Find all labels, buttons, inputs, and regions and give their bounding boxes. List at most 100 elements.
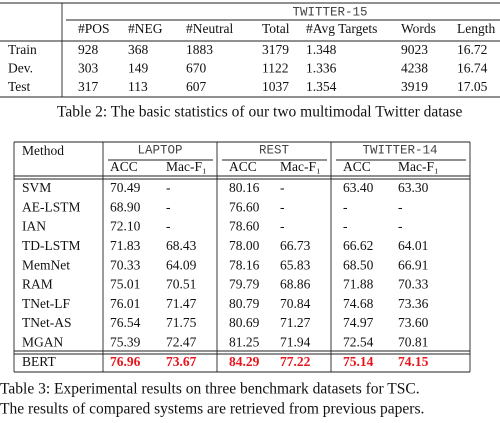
cell: 9023 <box>401 42 428 57</box>
cell: MemNet <box>22 257 70 272</box>
cell: 71.83 <box>110 238 141 253</box>
cell: 68.90 <box>110 199 141 214</box>
cell: 68.86 <box>280 277 311 292</box>
cell: 71.88 <box>343 277 374 292</box>
cell: 149 <box>128 61 149 76</box>
column-header: Mac-F₁ <box>398 159 439 174</box>
cell: 71.94 <box>280 334 311 349</box>
cell: - <box>398 199 403 214</box>
cell: - <box>398 219 403 234</box>
cell: Train <box>8 42 37 57</box>
cell: 1.348 <box>306 42 337 57</box>
cell: 76.96 <box>110 354 141 369</box>
column-header: #NEG <box>128 21 163 36</box>
cell: 81.25 <box>229 334 260 349</box>
cell: - <box>343 219 348 234</box>
cell: 76.01 <box>110 296 140 311</box>
cell: 1122 <box>262 61 289 76</box>
column-header: Method <box>22 143 64 158</box>
cell: 1037 <box>262 79 289 94</box>
cell: 78.16 <box>229 257 260 272</box>
cell: - <box>166 199 171 214</box>
cell: 75.39 <box>110 334 141 349</box>
column-header: ACC <box>229 159 257 174</box>
cell: 75.14 <box>343 354 374 369</box>
cell: Dev. <box>8 61 33 76</box>
cell: 70.84 <box>280 296 311 311</box>
cell: 80.16 <box>229 180 260 195</box>
caption: Table 3: Experimental results on three b… <box>0 381 420 398</box>
cell: 76.60 <box>229 199 260 214</box>
column-header: #POS <box>78 21 110 36</box>
cell: 3179 <box>262 42 289 57</box>
cell: 72.10 <box>110 219 141 234</box>
cell: BERT <box>22 354 56 369</box>
cell: RAM <box>22 277 53 292</box>
cell: 70.33 <box>110 257 141 272</box>
cell: MGAN <box>22 334 64 349</box>
group-header: LAPTOP <box>137 143 182 157</box>
cell: 113 <box>128 79 148 94</box>
cell: TNet-AS <box>22 315 72 330</box>
cell: 70.49 <box>110 180 141 195</box>
cell: 68.43 <box>166 238 197 253</box>
cell: 303 <box>78 61 99 76</box>
column-header: ACC <box>343 159 371 174</box>
cell: 84.29 <box>229 354 260 369</box>
column-header: Mac-F₁ <box>166 159 207 174</box>
cell: 64.01 <box>398 238 428 253</box>
cell: 79.79 <box>229 277 260 292</box>
column-header: Words <box>401 21 436 36</box>
caption: The results of compared systems are retr… <box>0 401 424 418</box>
cell: 80.79 <box>229 296 260 311</box>
cell: 66.62 <box>343 238 373 253</box>
cell: - <box>166 219 171 234</box>
cell: 74.15 <box>398 354 429 369</box>
cell: 72.54 <box>343 334 374 349</box>
cell: 68.50 <box>343 257 374 272</box>
column-header: Total <box>262 21 290 36</box>
cell: 77.22 <box>280 354 311 369</box>
cell: 78.60 <box>229 219 260 234</box>
column-header: ACC <box>110 159 138 174</box>
column-header: Mac-F₁ <box>280 159 321 174</box>
group-header: REST <box>259 143 290 157</box>
cell: 80.69 <box>229 315 260 330</box>
cell: - <box>343 199 348 214</box>
cell: - <box>280 219 285 234</box>
cell: 76.54 <box>110 315 141 330</box>
cell: 63.30 <box>398 180 429 195</box>
cell: IAN <box>22 219 46 234</box>
cell: 1.336 <box>306 61 337 76</box>
cell: 3919 <box>401 79 428 94</box>
column-header: #Avg Targets <box>306 21 377 36</box>
cell: 72.47 <box>166 334 197 349</box>
cell: 70.51 <box>166 277 196 292</box>
cell: - <box>280 199 285 214</box>
cell: 670 <box>186 61 207 76</box>
cell: 66.73 <box>280 238 311 253</box>
cell: 66.91 <box>398 257 428 272</box>
group-header: TWITTER-14 <box>362 143 437 157</box>
column-header: Length <box>457 21 495 36</box>
cell: 16.72 <box>457 42 487 57</box>
cell: 368 <box>128 42 149 57</box>
cell: 70.33 <box>398 277 429 292</box>
cell: 73.67 <box>166 354 197 369</box>
cell: 17.05 <box>457 79 488 94</box>
cell: 65.83 <box>280 257 311 272</box>
cell: 1883 <box>186 42 213 57</box>
cell: 1.354 <box>306 79 337 94</box>
cell: 928 <box>78 42 99 57</box>
cell: 71.75 <box>166 315 197 330</box>
cell: - <box>280 180 285 195</box>
cell: TD-LSTM <box>22 238 81 253</box>
cell: 73.60 <box>398 315 429 330</box>
cell: 78.00 <box>229 238 260 253</box>
cell: 74.68 <box>343 296 374 311</box>
cell: TNet-LF <box>22 296 70 311</box>
cell: Test <box>8 79 31 94</box>
cell: 75.01 <box>110 277 140 292</box>
